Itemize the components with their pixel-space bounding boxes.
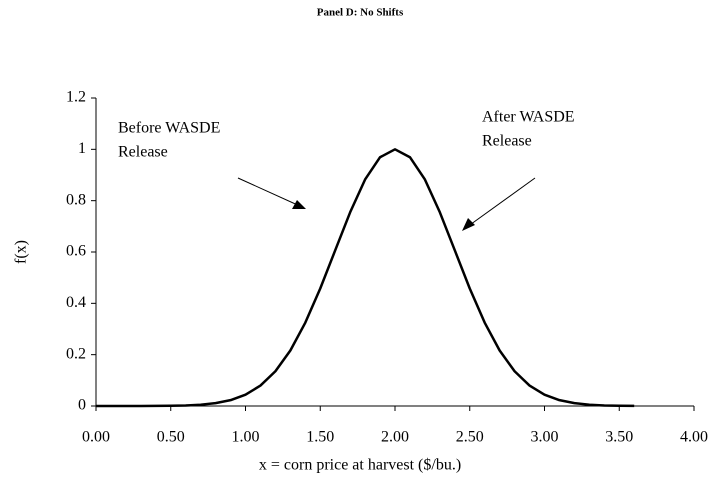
x-tick-label: 1.00 — [232, 429, 260, 446]
y-tick-label: 0.2 — [66, 345, 86, 362]
y-tick-label: 0.4 — [66, 294, 86, 311]
x-tick-label: 1.50 — [306, 429, 334, 446]
arrow — [237, 177, 306, 209]
x-tick-label: 0.00 — [82, 429, 110, 446]
y-axis-label: f(x) — [13, 240, 30, 264]
annotation: Release — [118, 144, 168, 161]
line-series — [96, 148, 635, 408]
y-tick-label: 0.8 — [66, 191, 86, 208]
x-tick-label: 2.00 — [381, 429, 409, 446]
x-tick-label: 3.00 — [531, 429, 559, 446]
x-tick-label: 3.50 — [605, 429, 633, 446]
x-tick-label: 4.00 — [680, 429, 708, 446]
y-tick-label: 1 — [78, 140, 86, 157]
annotation: Before WASDE — [118, 120, 220, 137]
y-tick-label: 1.2 — [66, 89, 86, 106]
annotation: Release — [482, 133, 532, 150]
annotation: After WASDE — [482, 109, 575, 126]
chart-title: Panel D: No Shifts — [317, 7, 404, 19]
arrow — [462, 177, 536, 231]
y-tick-label: 0 — [78, 397, 86, 414]
y-tick-label: 0.6 — [66, 243, 86, 260]
x-tick-label: 0.50 — [157, 429, 185, 446]
x-axis-label: x = corn price at harvest ($/bu.) — [259, 457, 461, 474]
x-tick-label: 2.50 — [456, 429, 484, 446]
